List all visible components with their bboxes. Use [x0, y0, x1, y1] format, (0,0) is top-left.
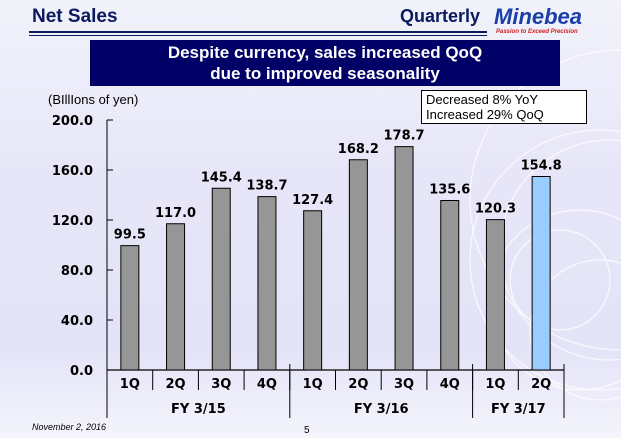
- change-note-box: Decreased 8% YoY Increased 29% QoQ: [421, 90, 587, 124]
- data-label: 127.4: [292, 193, 333, 208]
- header-rule-thin: [29, 35, 487, 36]
- qoq-note: Increased 29% QoQ: [426, 107, 544, 122]
- logo-tagline: Passion to Exceed Precision: [496, 29, 578, 35]
- y-axis-label: (BIllIons of yen): [48, 92, 139, 107]
- header-rule: [29, 31, 487, 33]
- bar: [211, 187, 231, 371]
- page-title: Net Sales: [32, 6, 118, 27]
- data-label: 168.2: [338, 142, 379, 157]
- group-label: FY 3/16: [354, 402, 409, 417]
- yoy-note: Decreased 8% YoY: [426, 92, 539, 107]
- bar: [485, 219, 505, 371]
- data-label: 145.4: [201, 170, 242, 185]
- group-label: FY 3/17: [491, 402, 546, 417]
- bar: [303, 210, 323, 371]
- footer-date: November 2, 2016: [32, 422, 107, 432]
- data-label: 138.7: [246, 179, 287, 194]
- bar: [257, 196, 277, 371]
- bar: [440, 200, 460, 371]
- page-number: 5: [304, 425, 310, 436]
- headline-line-1: Despite currency, sales increased QoQ: [167, 43, 483, 62]
- bar: [348, 159, 368, 371]
- data-label: 154.8: [521, 159, 562, 174]
- headline-banner: Despite currency, sales increased QoQ du…: [90, 40, 560, 86]
- y-tick-label: 40.0: [61, 314, 93, 329]
- y-tick-label: 80.0: [61, 264, 93, 279]
- data-label: 117.0: [155, 206, 196, 221]
- bar: [166, 223, 186, 371]
- x-tick-label: 3Q: [394, 377, 414, 392]
- data-label: 178.7: [383, 129, 424, 144]
- bar: [120, 245, 140, 371]
- bar: [531, 176, 551, 371]
- x-tick-label: 3Q: [211, 377, 231, 392]
- x-tick-label: 1Q: [303, 377, 323, 392]
- y-tick-label: 0.0: [70, 364, 93, 379]
- bar: [394, 146, 414, 371]
- group-label: FY 3/15: [171, 402, 226, 417]
- x-tick-label: 2Q: [165, 377, 185, 392]
- y-tick-label: 120.0: [52, 214, 93, 229]
- x-tick-label: 1Q: [485, 377, 505, 392]
- x-tick-label: 2Q: [348, 377, 368, 392]
- x-tick-label: 4Q: [257, 377, 277, 392]
- data-label: 135.6: [429, 183, 470, 198]
- y-tick-label: 160.0: [52, 164, 93, 179]
- company-logo: Minebea: [494, 4, 583, 29]
- section-label: Quarterly: [400, 6, 481, 26]
- headline-line-2: due to improved seasonality: [210, 64, 440, 83]
- y-tick-label: 200.0: [52, 114, 93, 129]
- x-tick-label: 2Q: [531, 377, 551, 392]
- data-label: 99.5: [114, 228, 146, 243]
- x-tick-label: 1Q: [120, 377, 140, 392]
- x-tick-label: 4Q: [440, 377, 460, 392]
- data-label: 120.3: [475, 202, 516, 217]
